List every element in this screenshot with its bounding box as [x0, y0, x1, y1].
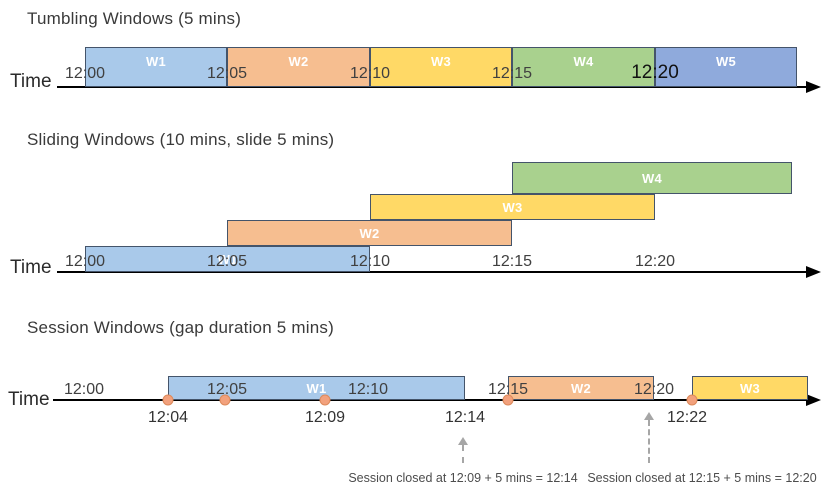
event-dot: [686, 394, 698, 406]
tumbling-axis-arrowhead-icon: [806, 81, 821, 93]
tumbling-time-axis: [57, 86, 808, 88]
tumbling-window-w1: W1: [85, 47, 227, 87]
session-event-time-1222: 12:22: [666, 409, 708, 426]
tumbling-section-title: Tumbling Windows (5 mins): [27, 9, 242, 28]
sliding-window-w1: W1: [85, 246, 370, 272]
session-time-axis: [53, 399, 808, 401]
session-event-time-1214: 12:14: [444, 409, 486, 426]
tumbling-tick-1200: 12:00: [64, 65, 106, 82]
sliding-time-axis-label: Time: [10, 257, 52, 278]
window-label: W2: [359, 225, 380, 241]
session-tick-1200: 12:00: [63, 381, 105, 398]
tumbling-window-w3: W3: [370, 47, 512, 87]
session-tick-1210: 12:10: [347, 381, 389, 398]
sliding-tick-1220: 12:20: [634, 253, 676, 270]
session-section-title: Session Windows (gap duration 5 mins): [27, 318, 334, 337]
window-label: W4: [641, 170, 663, 186]
tumbling-tick-1220: 12:20: [631, 62, 679, 83]
window-label: W3: [502, 199, 523, 215]
sliding-section-title: Sliding Windows (10 mins, slide 5 mins): [27, 130, 335, 149]
session-closed-callout-2: Session closed at 12:15 + 5 mins = 12:20: [587, 471, 817, 485]
session-window-w3: W3: [692, 376, 808, 400]
sliding-time-axis: [57, 271, 808, 273]
event-dot: [319, 394, 331, 406]
window-label: W5: [715, 54, 737, 69]
session-axis-arrowhead-icon: [806, 394, 821, 406]
window-label: W4: [573, 54, 594, 69]
window-label: W1: [306, 380, 327, 396]
session-closed-callout-1: Session closed at 12:09 + 5 mins = 12:14: [348, 471, 578, 485]
sliding-axis-arrowhead-icon: [806, 266, 821, 278]
tumbling-window-w4: W4: [512, 47, 655, 87]
window-label: W3: [739, 380, 761, 396]
sliding-tick-1210: 12:10: [349, 253, 391, 270]
event-dot: [162, 394, 174, 406]
window-label: W2: [570, 380, 592, 396]
session-event-time-1209: 12:09: [304, 409, 346, 426]
window-label: W1: [145, 54, 167, 69]
window-label: W2: [288, 54, 309, 69]
tumbling-window-w5: W5: [655, 47, 797, 87]
session-tick-1220: 12:20: [633, 381, 675, 398]
session-event-time-1204: 12:04: [147, 409, 189, 426]
tumbling-window-w2: W2: [227, 47, 370, 87]
event-dot: [219, 394, 231, 406]
session-window-w1: W1: [168, 376, 465, 400]
session-window-w2: W2: [508, 376, 654, 400]
sliding-tick-1215: 12:15: [491, 253, 533, 270]
tumbling-tick-1205: 12:05: [206, 65, 248, 82]
sliding-tick-1205: 12:05: [206, 253, 248, 270]
tumbling-time-axis-label: Time: [10, 71, 52, 92]
tumbling-tick-1215: 12:15: [491, 65, 533, 82]
event-dot: [502, 394, 514, 406]
tumbling-tick-1210: 12:10: [349, 65, 391, 82]
session-tick-1205: 12:05: [206, 381, 248, 398]
window-label: W1: [217, 251, 238, 267]
sliding-window-w3: W3: [370, 194, 655, 220]
sliding-window-w2: W2: [227, 220, 512, 246]
sliding-window-w4: W4: [512, 162, 792, 194]
session-close-arrow-icon: [644, 412, 654, 463]
session-close-arrow-icon: [458, 437, 468, 463]
session-time-axis-label: Time: [8, 389, 50, 410]
session-tick-1215: 12:15: [487, 381, 529, 398]
sliding-tick-1200: 12:00: [64, 253, 106, 270]
window-label: W3: [430, 54, 452, 69]
